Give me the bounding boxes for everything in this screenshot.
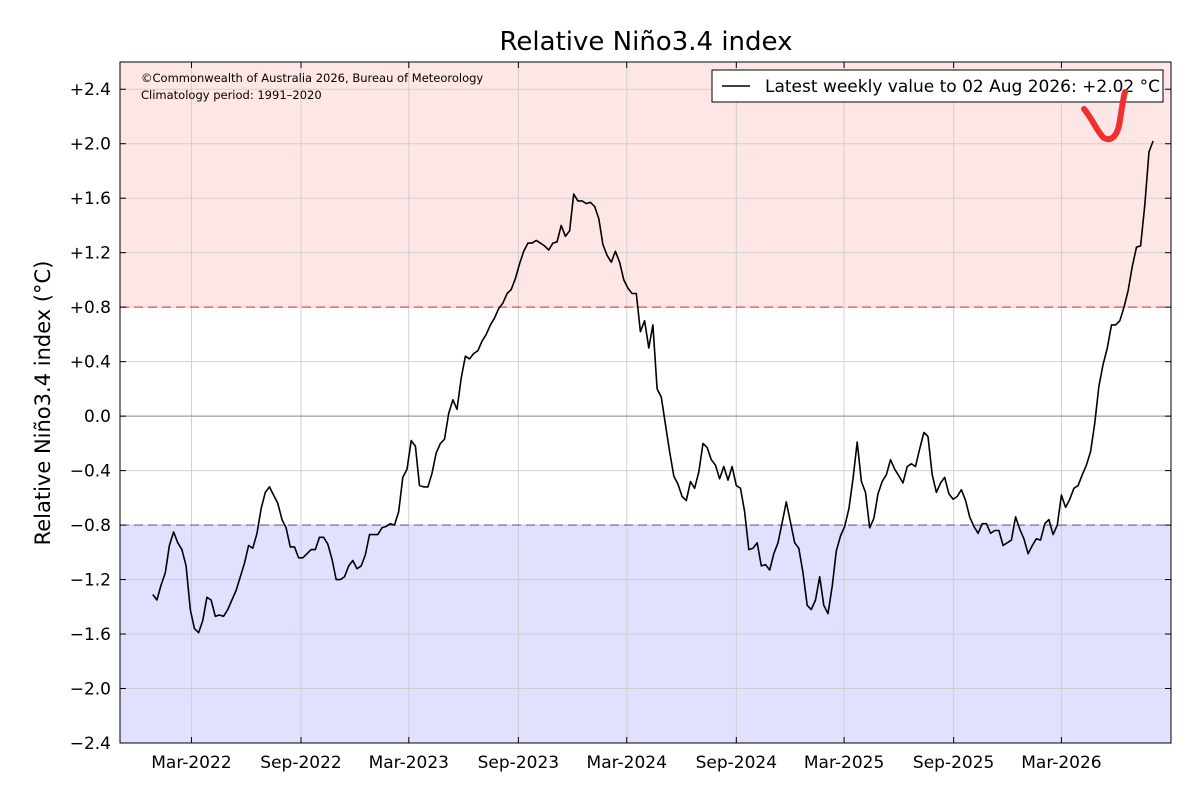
y-tick-label-4: −0.8 [70,516,111,536]
credit-line-2: Climatology period: 1991–2020 [141,88,322,102]
y-tick-label-11: +2.0 [70,135,111,155]
y-tick-label-2: −1.6 [70,625,111,645]
y-tick-label-10: +1.6 [70,189,111,209]
x-tick-label-0: Mar-2022 [151,753,231,773]
y-tick-label-6: 0.0 [84,407,111,427]
x-tick-label-6: Mar-2025 [804,753,884,773]
chart-title: Relative Niño3.4 index [500,27,793,57]
y-tick-label-1: −2.0 [70,680,111,700]
handwritten-check-mark [1081,89,1128,142]
y-tick-label-8: +0.8 [70,298,111,318]
y-axis-label: Relative Niño3.4 index (°C) [31,261,55,546]
legend-box [711,69,1164,103]
x-tick-label-7: Sep-2025 [913,753,994,773]
x-tick-label-3: Sep-2023 [478,753,559,773]
x-tick-label-2: Mar-2023 [369,753,449,773]
x-tick-label-5: Sep-2024 [696,753,777,773]
el-nino-region [120,62,1171,308]
credit-line-1: ©Commonwealth of Australia 2026, Bureau … [141,71,483,85]
y-tick-label-9: +1.2 [70,244,111,264]
legend: Latest weekly value to 02 Aug 2026: +2.0… [711,69,1164,103]
y-tick-label-0: −2.4 [70,734,111,754]
plot-frame [119,61,1172,744]
x-tick-label-1: Sep-2022 [260,753,341,773]
series-line-0 [152,140,1154,634]
legend-label: Latest weekly value to 02 Aug 2026: +2.0… [765,77,1160,97]
x-tick-label-4: Mar-2024 [587,753,667,773]
x-tick-label-8: Mar-2026 [1021,753,1101,773]
y-tick-label-5: −0.4 [70,462,111,482]
y-tick-label-3: −1.2 [70,571,111,591]
y-tick-label-12: +2.4 [70,80,111,100]
y-tick-label-7: +0.4 [70,353,111,373]
